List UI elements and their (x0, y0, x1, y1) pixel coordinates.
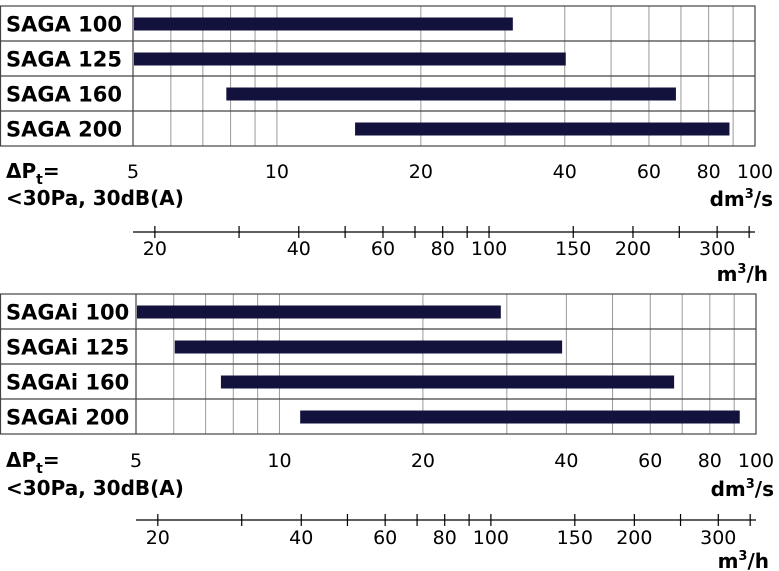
row-label: SAGA 125 (6, 48, 122, 72)
secondary-tick-label: 150 (555, 238, 591, 260)
secondary-tick-label: 40 (289, 527, 313, 549)
secondary-tick-label: 20 (146, 527, 170, 549)
range-bar (134, 17, 513, 31)
row-label: SAGA 200 (6, 118, 122, 142)
range-bar (137, 305, 501, 319)
row-label: SAGAi 100 (6, 301, 129, 325)
row-label: SAGA 160 (6, 83, 122, 107)
row-label: SAGAi 125 (6, 336, 129, 360)
x-tick-label: 80 (698, 450, 722, 472)
x-tick-label: 40 (553, 161, 577, 183)
secondary-tick-label: 40 (287, 238, 311, 260)
x-tick-label: 5 (130, 450, 142, 472)
secondary-tick-label: 60 (371, 238, 395, 260)
x-tick-label: 40 (554, 450, 578, 472)
x-tick-label: 60 (638, 450, 662, 472)
range-bar (220, 375, 675, 389)
range-bar (134, 52, 566, 66)
range-bar (226, 87, 676, 101)
x-tick-label: 10 (267, 450, 291, 472)
secondary-tick-label: 100 (473, 527, 509, 549)
secondary-tick-label: 200 (616, 527, 652, 549)
secondary-axis-unit: m3/h (718, 549, 769, 571)
secondary-tick-label: 80 (431, 238, 455, 260)
x-tick-label: 10 (265, 161, 289, 183)
range-bar (300, 410, 740, 424)
condition-label: ΔPt= (6, 159, 60, 188)
secondary-tick-label: 20 (143, 238, 167, 260)
secondary-tick-label: 60 (373, 527, 397, 549)
x-axis-unit: dm3/s (711, 477, 774, 501)
x-tick-label: 60 (637, 161, 661, 183)
secondary-tick-label: 300 (699, 238, 735, 260)
x-tick-label: 20 (411, 450, 435, 472)
secondary-axis-unit: m3/h (717, 262, 768, 286)
condition-label: ΔPt= (6, 448, 60, 477)
row-label: SAGAi 160 (6, 371, 129, 395)
row-label: SAGA 100 (6, 13, 122, 37)
secondary-tick-label: 200 (615, 238, 651, 260)
range-bar (355, 122, 730, 136)
condition-value: <30Pa, 30dB(A) (6, 476, 184, 500)
secondary-tick-label: 150 (557, 527, 593, 549)
x-axis-unit: dm3/s (710, 187, 773, 211)
secondary-tick-label: 100 (471, 238, 507, 260)
x-tick-label: 100 (738, 450, 774, 472)
x-tick-label: 80 (697, 161, 721, 183)
secondary-tick-label: 80 (433, 527, 457, 549)
row-label: SAGAi 200 (6, 406, 129, 430)
range-bar (174, 340, 563, 354)
x-tick-label: 20 (409, 161, 433, 183)
x-tick-label: 5 (127, 161, 139, 183)
secondary-tick-label: 300 (700, 527, 736, 549)
x-tick-label: 100 (737, 161, 773, 183)
condition-value: <30Pa, 30dB(A) (6, 186, 184, 210)
